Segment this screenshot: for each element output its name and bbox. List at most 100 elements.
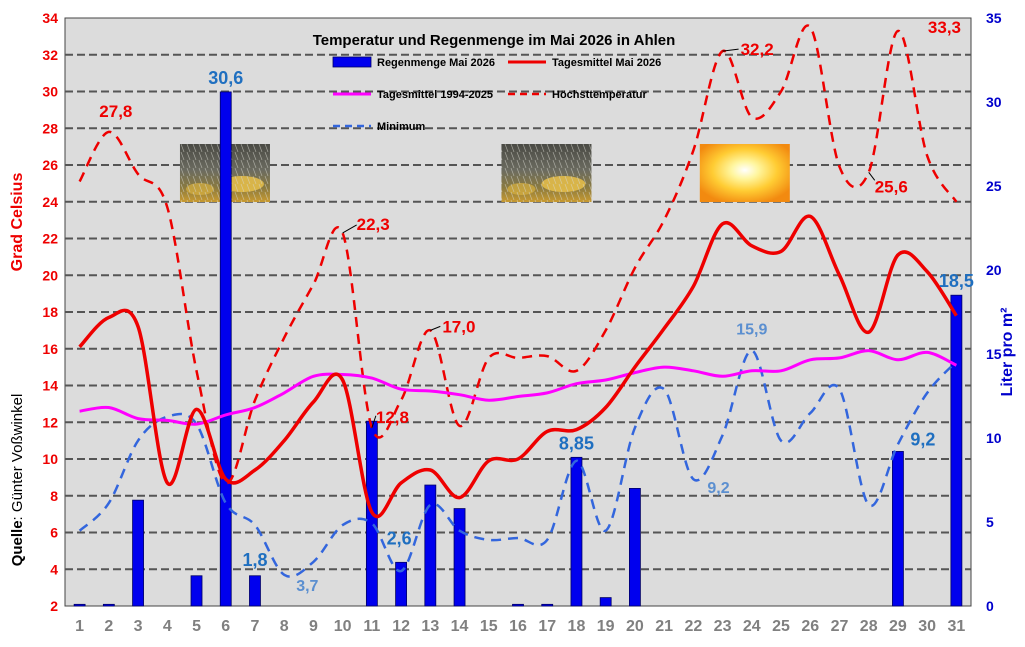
x-tick-label: 5 bbox=[192, 618, 201, 635]
legend-label: Regenmenge Mai 2026 bbox=[377, 57, 495, 69]
x-tick-label: 23 bbox=[714, 618, 732, 635]
rain-bar bbox=[570, 456, 583, 607]
x-tick-label: 14 bbox=[451, 618, 469, 635]
rain-data-label: 9,2 bbox=[910, 429, 935, 449]
min-temp-data-label: 9,2 bbox=[707, 480, 729, 497]
x-tick-label: 10 bbox=[334, 618, 352, 635]
left-tick-label: 18 bbox=[42, 304, 58, 320]
x-tick-label: 2 bbox=[104, 618, 113, 635]
rain-data-label: 18,5 bbox=[939, 271, 974, 291]
x-tick-label: 22 bbox=[684, 618, 702, 635]
rain-data-label: 30,6 bbox=[208, 68, 243, 88]
x-tick-label: 21 bbox=[655, 618, 673, 635]
temperature-lines bbox=[78, 24, 958, 578]
max-temp-data-label: 33,3 bbox=[928, 18, 961, 37]
x-tick-label: 29 bbox=[889, 618, 907, 635]
left-tick-label: 32 bbox=[42, 47, 58, 63]
left-tick-label: 10 bbox=[42, 451, 58, 467]
legend-item: Höchsttemperatur bbox=[508, 89, 647, 101]
x-tick-label: 6 bbox=[221, 618, 230, 635]
source-name: : Günter Voßwinkel bbox=[9, 394, 26, 521]
legend-item: Regenmenge Mai 2026 bbox=[332, 56, 495, 69]
min-temp-data-label: 15,9 bbox=[736, 322, 767, 339]
x-tick-label: 7 bbox=[251, 618, 260, 635]
max-temp-data-label: 27,8 bbox=[99, 102, 132, 121]
min-temp-data-label: 3,7 bbox=[296, 578, 318, 595]
x-tick-label: 20 bbox=[626, 618, 644, 635]
legend: Regenmenge Mai 2026 Tagesmittel Mai 2026 T… bbox=[332, 56, 661, 133]
right-tick-label: 5 bbox=[986, 514, 994, 530]
rain-data-label: 8,85 bbox=[559, 433, 594, 453]
right-tick-label: 30 bbox=[986, 94, 1002, 110]
label-leader-line bbox=[868, 172, 876, 181]
right-tick-label: 35 bbox=[986, 10, 1002, 26]
right-axis-ticks: 0 5 10 15 20 25 30 35 bbox=[986, 10, 1002, 614]
rain-bar bbox=[512, 603, 524, 607]
left-tick-label: 8 bbox=[50, 488, 58, 504]
legend-label: Tagesmittel 1994-2025 bbox=[377, 89, 493, 101]
rain-bar bbox=[73, 603, 86, 607]
rain-bar bbox=[453, 508, 466, 607]
rain-bar bbox=[249, 575, 261, 607]
rain-bar bbox=[950, 294, 963, 607]
right-axis-label: Liter pro m² bbox=[999, 308, 1016, 397]
x-tick-label: 9 bbox=[309, 618, 318, 635]
x-tick-label: 25 bbox=[772, 618, 790, 635]
x-tick-label: 4 bbox=[163, 618, 172, 635]
legend-item: Tagesmittel Mai 2026 bbox=[508, 57, 661, 69]
right-tick-label: 25 bbox=[986, 178, 1002, 194]
x-axis-ticks: 1 2 3 4 5 6 7 8 9 10 11 12 13 14 15 16 17 18 19 20 21 22 23 24 2… bbox=[75, 618, 965, 635]
rain-data-label: 2,6 bbox=[387, 528, 412, 548]
max-temperature-line bbox=[78, 24, 958, 485]
rain-bar bbox=[424, 484, 437, 607]
left-tick-label: 22 bbox=[42, 231, 58, 247]
x-tick-label: 17 bbox=[538, 618, 556, 635]
x-tick-label: 1 bbox=[75, 618, 84, 635]
right-tick-label: 10 bbox=[986, 430, 1002, 446]
legend-item: Minimum bbox=[333, 121, 425, 133]
label-leader-line bbox=[722, 48, 739, 52]
max-temp-data-label: 25,6 bbox=[875, 177, 908, 196]
left-tick-label: 24 bbox=[42, 194, 58, 210]
left-tick-label: 2 bbox=[50, 598, 58, 614]
max-temp-data-label: 22,3 bbox=[357, 215, 390, 234]
left-axis-label: Grad Celsius bbox=[9, 173, 26, 272]
chart-title: Temperatur und Regenmenge im Mai 2026 in… bbox=[313, 32, 676, 49]
rain-bar bbox=[190, 575, 203, 607]
x-tick-label: 3 bbox=[134, 618, 143, 635]
data-labels: 30,6 1,8 2,6 8,85 9,2 18,5 27,8 22,3 12,8 17,0 32,… bbox=[99, 18, 974, 595]
legend-swatch bbox=[332, 56, 372, 68]
x-tick-label: 12 bbox=[392, 618, 410, 635]
label-leader-line bbox=[342, 224, 357, 234]
left-tick-label: 26 bbox=[42, 157, 58, 173]
x-tick-label: 8 bbox=[280, 618, 289, 635]
x-tick-label: 26 bbox=[801, 618, 819, 635]
x-tick-label: 15 bbox=[480, 618, 498, 635]
label-leader-line bbox=[430, 325, 441, 331]
rain-bar bbox=[102, 603, 115, 607]
rain-bar bbox=[599, 597, 612, 607]
historic-mean-line bbox=[79, 349, 958, 426]
left-tick-label: 28 bbox=[42, 120, 58, 136]
legend-label: Tagesmittel Mai 2026 bbox=[552, 57, 661, 69]
left-tick-label: 12 bbox=[42, 414, 58, 430]
source-credit: Quelle: Günter Voßwinkel bbox=[9, 394, 26, 567]
x-tick-label: 30 bbox=[918, 618, 936, 635]
right-tick-label: 0 bbox=[986, 598, 994, 614]
x-tick-label: 31 bbox=[947, 618, 965, 635]
x-tick-label: 27 bbox=[831, 618, 849, 635]
sun-weather-icon bbox=[699, 144, 790, 202]
source-label: Quelle bbox=[9, 520, 26, 566]
left-tick-label: 14 bbox=[42, 378, 58, 394]
left-tick-label: 16 bbox=[42, 341, 58, 357]
left-tick-label: 6 bbox=[50, 525, 58, 541]
max-temp-data-label: 12,8 bbox=[376, 408, 409, 427]
minimum-line bbox=[78, 349, 958, 578]
max-temp-data-label: 32,2 bbox=[741, 40, 774, 59]
legend-label: Minimum bbox=[377, 121, 425, 133]
left-tick-label: 34 bbox=[42, 10, 58, 26]
rain-bar bbox=[629, 487, 641, 607]
left-tick-label: 20 bbox=[42, 267, 58, 283]
